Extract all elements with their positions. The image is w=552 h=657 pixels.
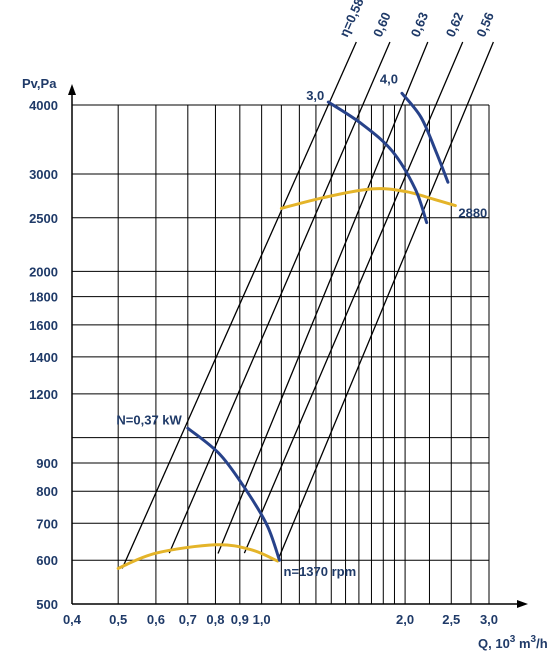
efficiency-label: η=0,58	[336, 0, 366, 39]
x-axis-arrow	[517, 600, 528, 608]
chart-series	[116, 41, 494, 570]
y-tick-label: 1800	[29, 290, 58, 305]
x-tick-label: 0,8	[206, 612, 224, 627]
efficiency-label: 0,63	[408, 10, 431, 39]
power-curve	[186, 426, 281, 562]
power-label-4kw: 4,0	[380, 71, 398, 86]
x-tick-label: 0,5	[109, 612, 127, 627]
y-tick-label: 800	[36, 484, 58, 499]
efficiency-label: 0,56	[473, 10, 497, 39]
power-curve	[326, 100, 429, 225]
y-tick-label: 1600	[29, 318, 58, 333]
efficiency-line	[217, 41, 429, 554]
power-curve	[400, 91, 450, 184]
y-axis-title: Pv,Pa	[22, 76, 57, 91]
y-tick-label: 2500	[29, 211, 58, 226]
efficiency-label: 0,60	[370, 10, 394, 39]
x-axis-title-sup1: 3	[510, 634, 516, 645]
y-tick-label: 600	[36, 553, 58, 568]
power-label-037kw: N=0,37 kW	[116, 412, 182, 427]
efficiency-line	[276, 41, 494, 562]
y-tick-label: 900	[36, 456, 58, 471]
x-axis-title: Q, 103 m3/h	[478, 634, 548, 651]
x-tick-label: 0,9	[231, 612, 249, 627]
x-axis-title-sup2: 3	[531, 634, 537, 645]
plot-grid	[71, 104, 490, 605]
y-tick-label: 3000	[29, 167, 58, 182]
x-tick-label: 0,7	[179, 612, 197, 627]
x-tick-label: 2,0	[396, 612, 414, 627]
efficiency-line	[168, 41, 391, 554]
y-tick-label: 4000	[29, 98, 58, 113]
x-tick-label: 2,5	[442, 612, 460, 627]
y-tick-label: 2000	[29, 264, 58, 279]
chart-axes	[68, 84, 528, 608]
x-tick-label: 0,4	[63, 612, 82, 627]
efficiency-line	[121, 41, 357, 569]
x-tick-label: 3,0	[480, 612, 498, 627]
pressure-curve	[116, 543, 280, 570]
efficiency-label: 0,62	[443, 10, 467, 39]
speed-label-2880: 2880	[458, 206, 487, 221]
power-label-3kw: 3,0	[306, 88, 324, 103]
y-tick-label: 1400	[29, 350, 58, 365]
x-tick-label: 1,0	[253, 612, 271, 627]
y-tick-label: 700	[36, 516, 58, 531]
speed-label-1370: n=1370 rpm	[284, 564, 357, 579]
y-axis-arrow	[68, 84, 76, 95]
pressure-curve	[279, 187, 457, 210]
x-tick-label: 0,6	[147, 612, 165, 627]
y-tick-label: 1200	[29, 387, 58, 402]
axis-ticks: 0,4 0,5 0,6 0,7 0,8 0,9 1,0 2,0 2,5 3,0 500 600 700 8…	[29, 98, 498, 627]
y-tick-label: 500	[36, 597, 58, 612]
